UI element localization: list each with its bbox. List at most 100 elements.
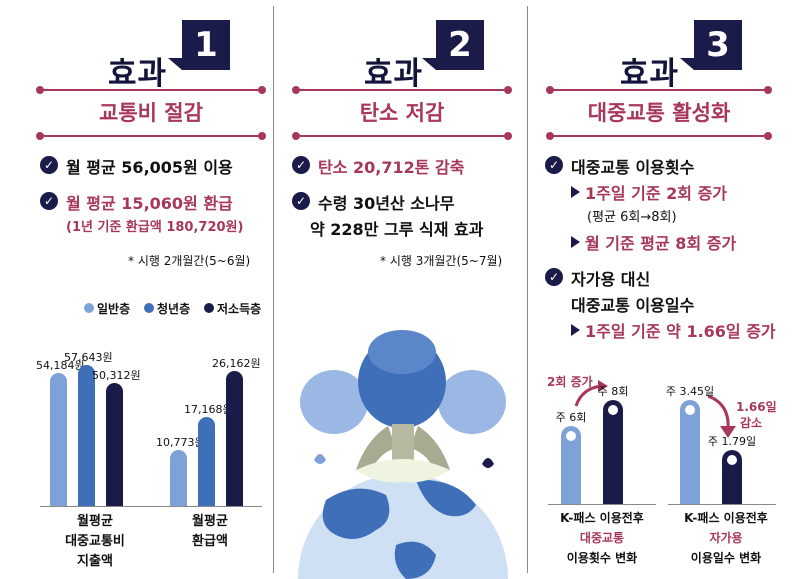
bullet-arrow-icon — [571, 324, 580, 336]
effect-2-number-badge: 2 — [436, 20, 484, 70]
caption-line: 이용횟수 변화 — [566, 551, 638, 565]
caption-line: 자가용 — [709, 531, 743, 545]
caption-line: 대중교통비 — [65, 534, 125, 549]
badge-tail — [168, 58, 182, 70]
transit-count-value-label: 주 6회 — [555, 411, 587, 424]
check-icon: ✓ — [40, 192, 58, 210]
line-dot — [546, 132, 554, 140]
legend-general: 일반층 — [97, 302, 131, 316]
item-pine-line2: 약 228만 그루 식재 효과 — [310, 220, 484, 239]
bullet-days-increase: 1주일 기준 약 1.66일 증가 — [585, 322, 776, 341]
caption-line: K-패스 이용전후 — [684, 511, 768, 525]
transit-count-bar-0 — [561, 426, 581, 504]
caption-line: 대중교통 — [579, 531, 625, 545]
spending-caption: 월평균 대중교통비 지출액 — [40, 512, 150, 572]
transit-count-bar-cap — [566, 431, 576, 441]
legend-dot-lowincome — [204, 303, 214, 313]
refund-bar-2 — [226, 370, 243, 506]
car-days-bar-cap — [727, 455, 737, 466]
item-monthly-refund: 월 평균 15,060원 환급 — [66, 194, 233, 213]
car-days-bar-cap — [685, 405, 695, 415]
effect-1-heading: 효과 — [108, 56, 168, 92]
tree-icon — [300, 330, 506, 476]
car-days-bar-1 — [722, 450, 742, 504]
refund-value-label: 10,773원 — [156, 436, 205, 450]
line-dot — [258, 132, 266, 140]
bullet-weekly-detail: (평균 6회→8회) — [587, 210, 677, 225]
transit-count-bar-cap — [608, 405, 618, 415]
line-dot — [292, 132, 300, 140]
period-note: * 시행 3개월간(5~7월) — [380, 254, 503, 268]
refund-value-label: 17,168원 — [184, 403, 233, 417]
caption-line: 환급액 — [192, 534, 228, 549]
legend-lowincome: 저소득층 — [217, 302, 262, 316]
period-note: * 시행 2개월간(5~6월) — [128, 254, 251, 268]
column-divider-2 — [527, 6, 528, 573]
chart-baseline — [668, 504, 776, 505]
badge-tail — [680, 58, 694, 70]
legend-dot-youth — [144, 303, 154, 313]
earth-icon — [298, 459, 508, 579]
check-icon: ✓ — [545, 156, 563, 174]
decrease-annotation-value: 1.66일 — [736, 400, 777, 414]
caption-line: 월평균 — [77, 514, 113, 529]
car-days-caption: K-패스 이용전후 자가용 이용일수 변화 — [664, 508, 788, 568]
caption-line: 지출액 — [77, 554, 113, 569]
refund-bar-0 — [170, 450, 187, 506]
effect-1-number-badge: 1 — [182, 20, 230, 70]
line-dot — [36, 132, 44, 140]
transit-count-value-label: 주 8회 — [597, 385, 629, 398]
line-dot — [764, 132, 772, 140]
increase-arrow-icon — [574, 380, 608, 407]
chart-baseline — [40, 506, 262, 507]
bullet-monthly-increase: 월 기준 평균 8회 증가 — [585, 234, 737, 253]
line-dot — [258, 86, 266, 94]
check-icon: ✓ — [545, 268, 563, 286]
effect-2-heading: 효과 — [364, 56, 424, 92]
car-days-value-label: 주 1.79일 — [707, 435, 757, 449]
item-instead-of-car: 자가용 대신 — [571, 270, 651, 289]
bullet-arrow-icon — [571, 186, 580, 198]
legend-youth: 청년층 — [157, 302, 191, 316]
decrease-arrow-icon — [707, 394, 736, 438]
title-line — [40, 89, 262, 91]
title-line — [550, 135, 768, 137]
transit-count-caption: K-패스 이용전후 대중교통 이용횟수 변화 — [540, 508, 664, 568]
bullet-weekly-increase: 1주일 기준 2회 증가 — [585, 184, 728, 203]
line-dot — [36, 86, 44, 94]
line-dot — [764, 86, 772, 94]
transit-count-bar-1 — [603, 400, 623, 504]
line-dot — [292, 86, 300, 94]
caption-line: K-패스 이용전후 — [560, 511, 644, 525]
effect-3-heading: 효과 — [620, 56, 680, 92]
line-dot — [504, 132, 512, 140]
badge-tail — [422, 58, 436, 70]
item-transit-count: 대중교통 이용횟수 — [571, 158, 695, 177]
item-transit-days: 대중교통 이용일수 — [571, 296, 695, 315]
title-line — [296, 135, 508, 137]
chart-baseline — [548, 504, 656, 505]
legend-dot-general — [84, 303, 94, 313]
item-pine-line1: 수령 30년산 소나무 — [318, 194, 455, 213]
check-icon: ✓ — [292, 156, 310, 174]
car-days-value-label: 주 3.45일 — [665, 385, 715, 398]
earth-tree-illustration — [298, 330, 508, 579]
title-line — [40, 135, 262, 137]
bullet-arrow-icon — [571, 236, 580, 248]
title-line — [296, 89, 508, 91]
increase-annotation: 2회 증가 — [547, 375, 593, 389]
effect-3-subtitle: 대중교통 활성화 — [587, 101, 731, 125]
caption-line: 이용일수 변화 — [690, 551, 762, 565]
effect-2-subtitle: 탄소 저감 — [359, 101, 445, 125]
line-dot — [546, 86, 554, 94]
spending-value-label: 54,184원 — [36, 359, 85, 373]
car-days-bar-0 — [680, 400, 700, 504]
item-yearly-refund: (1년 기준 환급액 180,720원) — [66, 220, 244, 235]
effect-3-number-badge: 3 — [694, 20, 742, 70]
spending-value-label: 57,643원 — [64, 350, 113, 364]
refund-caption: 월평균 환급액 — [155, 512, 265, 552]
check-icon: ✓ — [40, 156, 58, 174]
item-monthly-usage: 월 평균 56,005원 이용 — [66, 158, 233, 177]
refund-value-label: 26,162원 — [212, 356, 261, 370]
title-line — [550, 89, 768, 91]
